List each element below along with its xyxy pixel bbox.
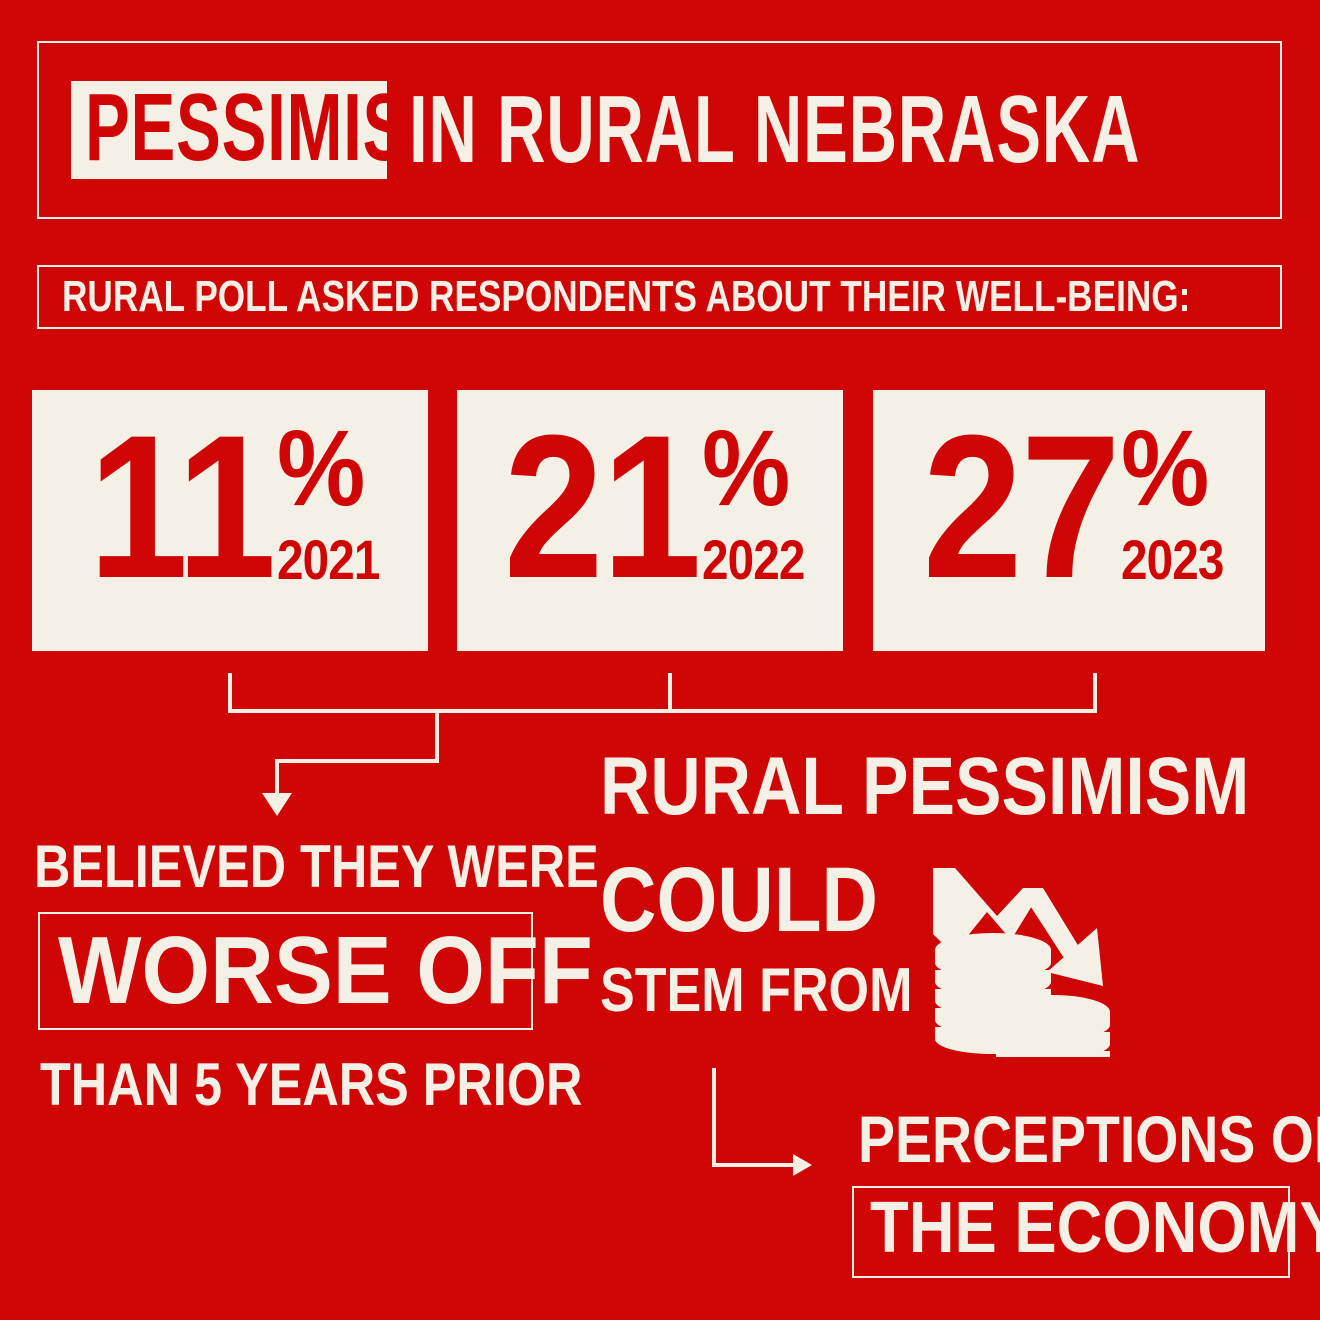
title-highlight-text: PESSIMISM	[85, 73, 465, 181]
down-left-arrowhead	[262, 793, 292, 816]
worse-off-frame	[38, 912, 533, 1030]
down-right-arrow	[712, 1068, 795, 1167]
stat-number: 21	[504, 393, 702, 621]
title-highlight-inner: PESSIMISM	[85, 73, 465, 181]
stat-percent-sign: %	[276, 407, 365, 528]
right-line-stem-from: STEM FROM	[600, 956, 913, 1025]
coin-stack-front-icon	[996, 995, 1110, 1057]
stat-card-2022: 21 % 2022	[457, 390, 843, 651]
stat-card-inner: 27 % 2023	[873, 390, 1265, 651]
conclusion-line-perceptions: PERCEPTIONS OF	[858, 1102, 1320, 1176]
right-line-could: COULD	[600, 849, 879, 951]
stat-year: 2021	[276, 528, 380, 592]
declining-money-icon	[933, 868, 1110, 1057]
subtitle-text: RURAL POLL ASKED RESPONDENTS ABOUT THEIR…	[62, 272, 1191, 321]
right-line-rural-pessimism: RURAL PESSIMISM	[600, 741, 1250, 832]
worse-off-text: WORSE OFF	[58, 917, 593, 1024]
stat-card-inner: 11 % 2021	[32, 390, 428, 651]
trend-down-arrow-icon	[933, 868, 1103, 986]
down-left-arrow	[275, 711, 439, 795]
title-frame	[37, 41, 1282, 219]
title-row: PESSIMISM IN RURAL NEBRASKA	[37, 41, 1282, 219]
title-highlight-box: PESSIMISM	[71, 73, 465, 181]
down-right-arrowhead	[793, 1154, 812, 1176]
stat-meta: % 2021	[276, 407, 398, 592]
title-rest-text: IN RURAL NEBRASKA	[409, 75, 1141, 183]
stat-meta: % 2022	[702, 407, 823, 592]
stat-number: 11	[88, 393, 276, 621]
stat-number: 27	[923, 393, 1121, 621]
stat-year: 2022	[702, 528, 805, 592]
stat-card-2023: 27 % 2023	[873, 390, 1265, 651]
subtitle-frame	[37, 265, 1282, 329]
stat-percent-sign: %	[1121, 407, 1210, 528]
stat-percent-sign: %	[702, 407, 791, 528]
bracket-connector	[228, 673, 1097, 713]
left-line-believed: BELIEVED THEY WERE	[34, 833, 599, 900]
stat-year: 2023	[1121, 528, 1224, 592]
economy-frame	[852, 1186, 1290, 1278]
stat-card-2021: 11 % 2021	[32, 390, 428, 651]
left-line-than-5-years: THAN 5 YEARS PRIOR	[40, 1051, 583, 1118]
stat-meta: % 2023	[1121, 407, 1242, 592]
stat-card-inner: 21 % 2022	[457, 390, 843, 651]
coin-stack-icon	[935, 933, 1051, 1054]
economy-text: THE ECONOMY	[870, 1188, 1320, 1268]
